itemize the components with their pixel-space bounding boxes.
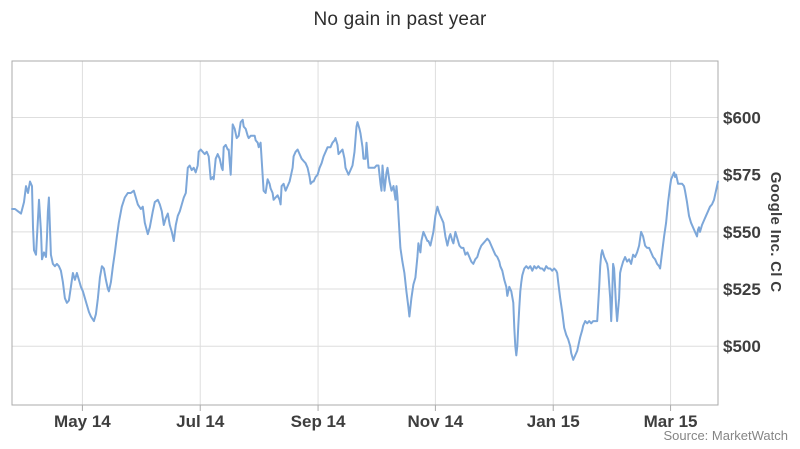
x-axis-month-label: Sep 14 (291, 412, 346, 431)
y-axis-price-label: $600 (723, 108, 761, 127)
right-axis-series-label: Google Inc. Cl C (767, 172, 784, 293)
y-axis-price-label: $525 (723, 280, 761, 299)
x-axis-month-label: Jan 15 (527, 412, 580, 431)
x-axis-month-label: Mar 15 (644, 412, 698, 431)
chart-title: No gain in past year (313, 9, 487, 30)
x-axis-month-label: Nov 14 (408, 412, 464, 431)
y-axis-price-label: $500 (723, 337, 761, 356)
x-axis-month-label: Jul 14 (176, 412, 225, 431)
price-line (11, 118, 719, 361)
y-axis-price-label: $575 (723, 166, 761, 185)
source-credit: Source: MarketWatch (663, 428, 788, 443)
y-axis-price-label: $550 (723, 223, 761, 242)
x-axis-month-label: May 14 (54, 412, 111, 431)
plot-border (11, 60, 719, 406)
